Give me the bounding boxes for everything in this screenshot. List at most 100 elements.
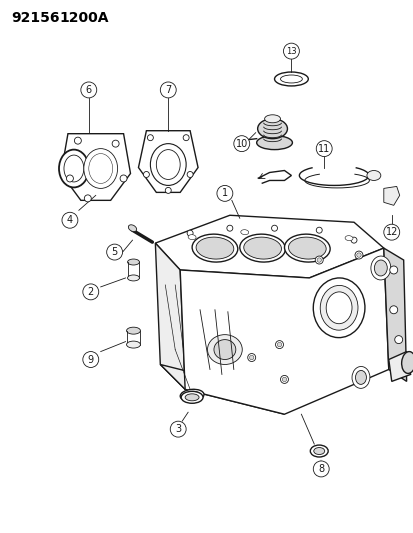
Ellipse shape	[239, 234, 285, 262]
Ellipse shape	[214, 340, 235, 360]
Ellipse shape	[207, 335, 242, 365]
Ellipse shape	[128, 225, 136, 232]
Text: 1200A: 1200A	[59, 11, 108, 25]
Ellipse shape	[355, 370, 366, 384]
Circle shape	[112, 140, 119, 147]
Circle shape	[354, 251, 362, 259]
Circle shape	[316, 227, 321, 233]
Text: 1: 1	[221, 188, 228, 198]
Circle shape	[282, 377, 286, 382]
Ellipse shape	[366, 171, 380, 181]
Polygon shape	[155, 243, 185, 389]
Ellipse shape	[181, 391, 202, 403]
Ellipse shape	[280, 75, 301, 83]
Ellipse shape	[83, 149, 117, 188]
Polygon shape	[160, 365, 284, 414]
Circle shape	[74, 137, 81, 144]
Circle shape	[233, 136, 249, 151]
Ellipse shape	[310, 445, 328, 457]
Text: 9: 9	[88, 354, 94, 365]
Circle shape	[315, 256, 323, 264]
Text: 8: 8	[318, 464, 323, 474]
Ellipse shape	[313, 278, 364, 337]
Ellipse shape	[126, 327, 140, 334]
Circle shape	[247, 353, 255, 361]
Ellipse shape	[196, 237, 233, 259]
Circle shape	[143, 172, 149, 177]
Polygon shape	[388, 352, 410, 382]
Circle shape	[83, 352, 98, 367]
Polygon shape	[138, 131, 197, 192]
Circle shape	[316, 258, 320, 262]
Ellipse shape	[64, 155, 83, 182]
Circle shape	[226, 225, 232, 231]
Circle shape	[350, 237, 356, 243]
Polygon shape	[61, 134, 130, 200]
Text: 13: 13	[285, 46, 296, 55]
Circle shape	[107, 244, 122, 260]
Ellipse shape	[313, 448, 324, 455]
Ellipse shape	[320, 285, 357, 330]
Circle shape	[313, 461, 328, 477]
Ellipse shape	[257, 119, 287, 139]
Polygon shape	[155, 215, 383, 278]
Text: 12: 12	[385, 227, 397, 237]
Ellipse shape	[344, 236, 352, 241]
Circle shape	[283, 43, 299, 59]
Ellipse shape	[184, 391, 199, 399]
Text: 5: 5	[111, 247, 117, 257]
Ellipse shape	[59, 150, 88, 188]
Ellipse shape	[274, 72, 308, 86]
Polygon shape	[383, 248, 406, 382]
Circle shape	[249, 356, 253, 360]
Polygon shape	[180, 248, 388, 414]
Circle shape	[394, 336, 402, 344]
Text: 92156: 92156	[11, 11, 59, 25]
Ellipse shape	[373, 260, 386, 276]
Ellipse shape	[127, 259, 139, 265]
Circle shape	[160, 82, 176, 98]
Circle shape	[183, 135, 189, 141]
Ellipse shape	[240, 230, 248, 235]
Ellipse shape	[370, 256, 390, 280]
Ellipse shape	[126, 341, 140, 348]
Text: 11: 11	[317, 143, 330, 154]
Circle shape	[383, 224, 399, 240]
Ellipse shape	[180, 389, 204, 401]
Text: 3: 3	[175, 424, 181, 434]
Circle shape	[165, 188, 171, 193]
Ellipse shape	[188, 235, 196, 240]
Circle shape	[356, 253, 360, 257]
Circle shape	[120, 175, 127, 182]
Ellipse shape	[325, 292, 351, 324]
Circle shape	[81, 82, 97, 98]
Ellipse shape	[401, 352, 413, 374]
Circle shape	[316, 141, 331, 157]
Ellipse shape	[351, 367, 369, 389]
Ellipse shape	[127, 275, 139, 281]
Ellipse shape	[156, 150, 180, 180]
Ellipse shape	[185, 394, 199, 401]
Circle shape	[66, 175, 73, 182]
Circle shape	[280, 375, 288, 383]
Circle shape	[277, 342, 281, 347]
Ellipse shape	[284, 234, 329, 262]
Circle shape	[170, 421, 186, 437]
Circle shape	[147, 135, 153, 141]
Text: 4: 4	[67, 215, 73, 225]
Ellipse shape	[88, 154, 112, 183]
Circle shape	[187, 230, 192, 236]
Circle shape	[389, 266, 397, 274]
Ellipse shape	[264, 115, 280, 123]
Circle shape	[62, 212, 78, 228]
Text: 2: 2	[88, 287, 94, 297]
Circle shape	[84, 195, 91, 202]
Text: 7: 7	[165, 85, 171, 95]
Ellipse shape	[256, 136, 292, 150]
Circle shape	[389, 306, 397, 314]
Text: 6: 6	[85, 85, 92, 95]
Circle shape	[275, 341, 283, 349]
Ellipse shape	[192, 234, 237, 262]
Circle shape	[216, 185, 232, 201]
Circle shape	[271, 225, 277, 231]
